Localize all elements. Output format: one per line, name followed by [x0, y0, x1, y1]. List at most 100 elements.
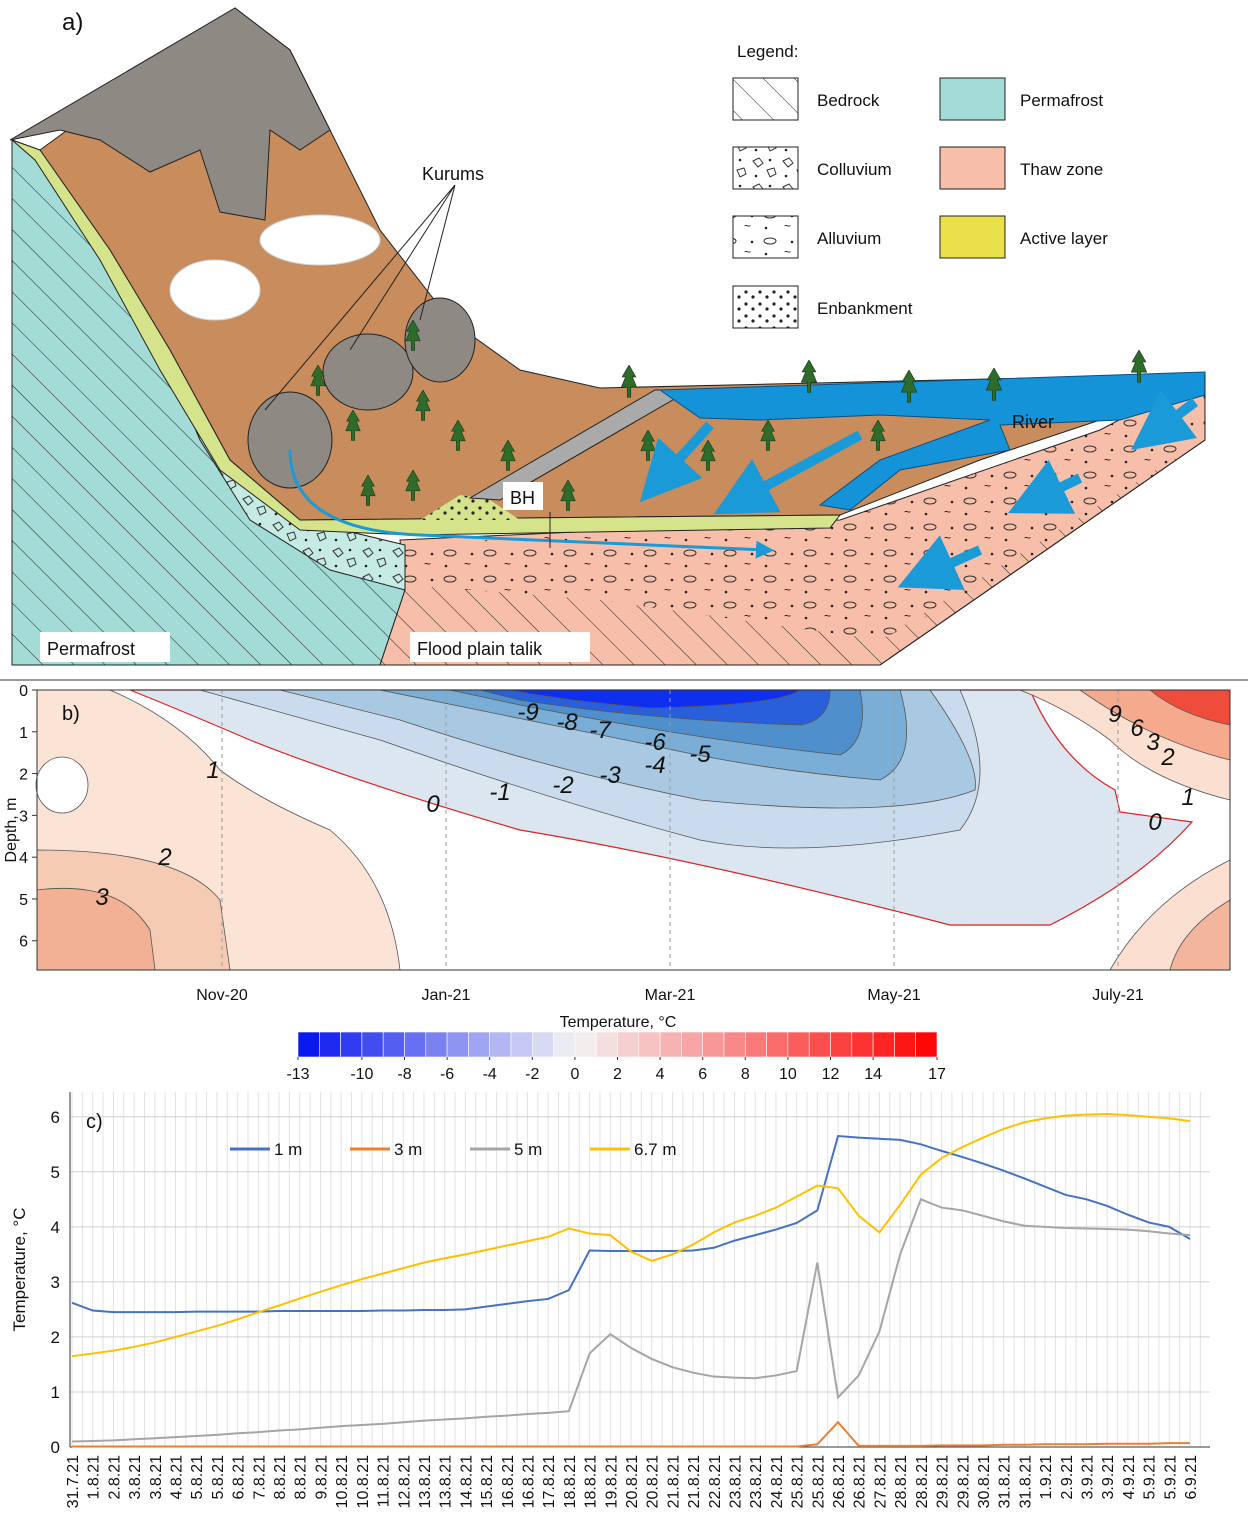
colorbar-cell — [595, 1031, 618, 1058]
colorbar-cell — [787, 1031, 810, 1058]
colorbar-cell — [574, 1031, 597, 1058]
colluvium-pattern — [170, 370, 405, 590]
y-tick-label: 4 — [51, 1218, 60, 1237]
colorbar-tick-label: 17 — [928, 1066, 946, 1083]
x-tick-label: 8.8.21 — [272, 1455, 289, 1500]
colorbar-cell — [723, 1031, 746, 1058]
x-tick-label: 28.8.21 — [893, 1455, 910, 1508]
colorbar-tick-label: 4 — [656, 1066, 665, 1083]
colorbar-tick-label: -10 — [350, 1066, 373, 1083]
label: Permafrost — [47, 639, 135, 659]
colorbar-tick-label: 14 — [864, 1066, 882, 1083]
x-tick-label: Jan-21 — [422, 987, 471, 1004]
panel-label: a) — [62, 9, 83, 36]
legend-swatch — [732, 77, 799, 121]
legend-label: Bedrock — [817, 91, 880, 110]
x-tick-label: 9.8.21 — [313, 1455, 330, 1500]
x-tick-label: 27.8.21 — [872, 1455, 889, 1508]
colorbar-cell — [531, 1031, 554, 1058]
x-tick-label: 5.9.21 — [1142, 1455, 1159, 1500]
label: Flood plain talik — [417, 639, 543, 659]
x-tick-label: 5.8.21 — [210, 1455, 227, 1500]
colorbar-tick-label: 6 — [698, 1066, 707, 1083]
colorbar-tick-label: -2 — [525, 1066, 539, 1083]
x-tick-label: 23.8.21 — [728, 1455, 745, 1508]
colorbar-tick-label: -6 — [440, 1066, 454, 1083]
colorbar-tick-label: -13 — [286, 1066, 309, 1083]
x-tick-label: 21.8.21 — [686, 1455, 703, 1508]
contour-label: -4 — [644, 752, 665, 779]
contour-label: 3 — [95, 884, 109, 911]
legend-swatch — [732, 285, 799, 329]
x-tick-label: 29.8.21 — [935, 1455, 952, 1508]
colorbar-cell — [489, 1031, 512, 1058]
contour-label: 1 — [1181, 784, 1194, 811]
x-tick-label: 1.8.21 — [86, 1455, 103, 1500]
x-tick-label: 10.8.21 — [355, 1455, 372, 1508]
x-tick-label: 4.9.21 — [1121, 1455, 1138, 1500]
series-line — [71, 1198, 1191, 1443]
peak — [9, 7, 331, 221]
label: River — [1012, 412, 1054, 432]
contour-label: -7 — [589, 717, 612, 744]
panel-label: c) — [86, 1111, 103, 1133]
y-axis-title: Depth, m — [3, 798, 20, 863]
colorbar-cell — [702, 1031, 725, 1058]
colorbar-tick-label: 10 — [779, 1066, 797, 1083]
colorbar-cell — [659, 1031, 682, 1058]
label: BH — [510, 488, 535, 508]
x-tick-label: 2.8.21 — [106, 1455, 123, 1500]
legend-swatch — [732, 215, 799, 259]
legend-label: Alluvium — [817, 229, 881, 248]
colorbar-cell — [617, 1031, 640, 1058]
panel-label: b) — [62, 703, 80, 725]
colorbar-cell — [851, 1031, 874, 1058]
kurum — [247, 391, 333, 489]
contour-label: 9 — [1108, 701, 1121, 728]
contour-label: 2 — [157, 844, 171, 871]
legend-swatch — [939, 146, 1006, 190]
colorbar-cell — [318, 1031, 341, 1058]
legend-swatch — [732, 146, 799, 190]
colorbar-cell — [340, 1031, 363, 1058]
colorbar-cell — [744, 1031, 767, 1058]
contour-label: 3 — [1146, 729, 1160, 756]
x-tick-label: 26.8.21 — [852, 1455, 869, 1508]
x-tick-label: 18.8.21 — [583, 1455, 600, 1508]
active-layer — [11, 139, 842, 536]
contour-label: 0 — [426, 791, 440, 818]
contour-label: -8 — [556, 709, 578, 736]
contour-label: 6 — [1130, 715, 1144, 742]
x-tick-label: 31.8.21 — [1017, 1455, 1034, 1508]
series-line — [71, 1113, 1191, 1358]
x-tick-label: 29.8.21 — [955, 1455, 972, 1508]
contour-label: -1 — [489, 779, 510, 806]
x-tick-label: Mar-21 — [645, 987, 696, 1004]
y-tick-label: 0 — [19, 683, 28, 700]
x-tick-label: 24.8.21 — [769, 1455, 786, 1508]
contour-label: 1 — [206, 757, 219, 784]
contour-label: -2 — [552, 772, 573, 799]
kurum-pointers — [264, 184, 456, 411]
colorbar-cell — [830, 1031, 853, 1058]
x-tick-label: 15.8.21 — [479, 1455, 496, 1508]
y-tick-label: 4 — [19, 850, 28, 867]
colorbar-cell — [468, 1031, 490, 1058]
x-tick-label: 25.8.21 — [790, 1455, 807, 1508]
colorbar-cell — [681, 1031, 704, 1058]
x-tick-label: 22.8.21 — [707, 1455, 724, 1508]
x-tick-label: 26.8.21 — [831, 1455, 848, 1508]
legend-label: Thaw zone — [1020, 160, 1103, 179]
x-tick-label: 13.8.21 — [417, 1455, 434, 1508]
talik-bedrock — [380, 440, 1205, 665]
x-tick-label: 5.8.21 — [189, 1455, 206, 1500]
plot-frame — [36, 689, 1231, 971]
colorbar-cell — [382, 1031, 405, 1058]
legend-swatch — [939, 77, 1006, 121]
colorbar-cell — [446, 1031, 469, 1058]
kurum — [404, 297, 476, 383]
legend-title: Legend: — [737, 42, 798, 61]
colorbar-cell — [361, 1031, 384, 1058]
y-tick-label: 2 — [19, 767, 28, 784]
x-tick-label: 11.8.21 — [376, 1455, 393, 1507]
